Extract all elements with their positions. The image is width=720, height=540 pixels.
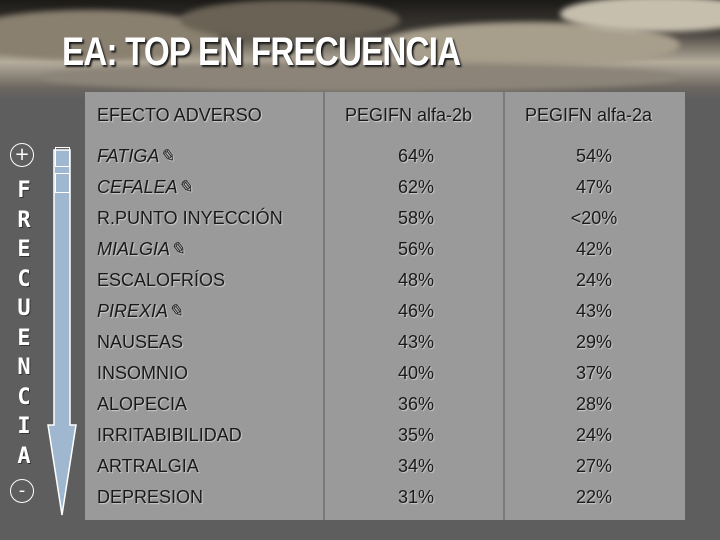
effect-name-cell: ARTRALGIA (97, 456, 199, 477)
pencil-marker-icon: ✎ (177, 177, 193, 197)
pegifn-alfa-2a-value: 43% (575, 301, 613, 321)
pegifn-alfa-2a-value: 24% (575, 425, 613, 445)
side-letter: C (17, 384, 31, 410)
pencil-marker-icon: ✎ (159, 146, 175, 166)
pegifn-alfa-2a-value: 28% (575, 394, 613, 414)
pegifn-alfa-2b-value: 64% (397, 146, 435, 166)
side-letter: R (17, 207, 31, 233)
cloud-shape (180, 0, 400, 40)
effect-name-cell: ALOPECIA (97, 394, 187, 415)
pegifn-alfa-2b-value: 36% (397, 394, 435, 414)
down-arrow-icon (47, 149, 77, 516)
effect-name-cell: DEPRESION (97, 487, 203, 508)
effect-name-cell: MIALGIA✎ (97, 239, 185, 260)
side-letter: I (17, 414, 31, 439)
pegifn-alfa-2a-value: 27% (575, 456, 613, 476)
effect-label: ALOPECIA (97, 394, 188, 414)
side-letter: E (17, 237, 31, 262)
effect-name-cell: IRRITABIBILIDAD (97, 425, 242, 446)
effect-name-cell: INSOMNIO (97, 363, 188, 384)
effect-label: INSOMNIO (97, 363, 189, 383)
side-letter: U (17, 296, 31, 321)
arrow-box-marker (55, 173, 70, 193)
frequency-arrow-graphic (47, 149, 77, 516)
effect-label: DEPRESION (97, 487, 204, 507)
side-letter: C (17, 266, 31, 292)
pegifn-alfa-2a-value: 29% (575, 332, 613, 352)
side-letter: F (17, 178, 31, 203)
pegifn-alfa-2a-value: 47% (575, 177, 613, 197)
pegifn-alfa-2b-value: 56% (397, 239, 435, 259)
side-letter: E (17, 325, 31, 351)
effect-label: ESCALOFRÍOS (97, 270, 226, 290)
pegifn-alfa-2b-value: 40% (397, 363, 435, 383)
header-efecto-adverso: EFECTO ADVERSO (97, 105, 262, 125)
effect-label: CEFALEA (97, 177, 178, 197)
header-pegifn-alfa-2a: PEGIFN alfa-2a (525, 105, 653, 125)
effect-label: PIREXIA (97, 301, 169, 321)
side-letter: N (17, 355, 31, 380)
plus-sign-icon: + (10, 143, 34, 167)
effect-label: FATIGA (97, 146, 160, 166)
cloud-shape (40, 62, 680, 92)
pegifn-alfa-2b-value: 31% (397, 487, 435, 507)
effect-name-cell: ESCALOFRÍOS (97, 270, 225, 291)
header-pegifn-alfa-2b: PEGIFN alfa-2b (345, 105, 473, 125)
minus-sign-icon: - (10, 479, 34, 503)
pegifn-alfa-2b-value: 46% (397, 301, 435, 321)
pencil-marker-icon: ✎ (170, 239, 186, 259)
pegifn-alfa-2a-value: <20% (570, 208, 618, 228)
sky-background (0, 0, 720, 100)
effect-name-cell: NAUSEAS (97, 332, 183, 353)
pegifn-alfa-2a-value: 22% (575, 487, 613, 507)
side-letter: A (17, 443, 31, 469)
effect-name-cell: FATIGA✎ (97, 146, 174, 167)
slide-title: EA: TOP EN FRECUENCIA (62, 30, 461, 74)
effect-label: R.PUNTO INYECCIÓN (97, 208, 283, 228)
table-panel (85, 92, 685, 520)
pegifn-alfa-2a-value: 37% (575, 363, 613, 383)
pegifn-alfa-2b-value: 48% (397, 270, 435, 290)
effect-name-cell: CEFALEA✎ (97, 177, 193, 198)
pegifn-alfa-2b-value: 34% (397, 456, 435, 476)
pegifn-alfa-2a-value: 54% (575, 146, 613, 166)
pegifn-alfa-2b-value: 35% (397, 425, 435, 445)
pegifn-alfa-2b-value: 43% (397, 332, 435, 352)
arrow-box-marker (55, 147, 70, 167)
pegifn-alfa-2b-value: 58% (397, 208, 435, 228)
effect-name-cell: PIREXIA✎ (97, 301, 183, 322)
pegifn-alfa-2a-value: 24% (575, 270, 613, 290)
pegifn-alfa-2b-value: 62% (397, 177, 435, 197)
pencil-marker-icon: ✎ (168, 301, 184, 321)
effect-label: MIALGIA (97, 239, 171, 259)
pegifn-alfa-2a-value: 42% (575, 239, 613, 259)
effect-name-cell: R.PUNTO INYECCIÓN (97, 208, 283, 229)
effect-label: ARTRALGIA (97, 456, 199, 476)
effect-label: NAUSEAS (97, 332, 184, 352)
effect-label: IRRITABIBILIDAD (97, 425, 242, 445)
